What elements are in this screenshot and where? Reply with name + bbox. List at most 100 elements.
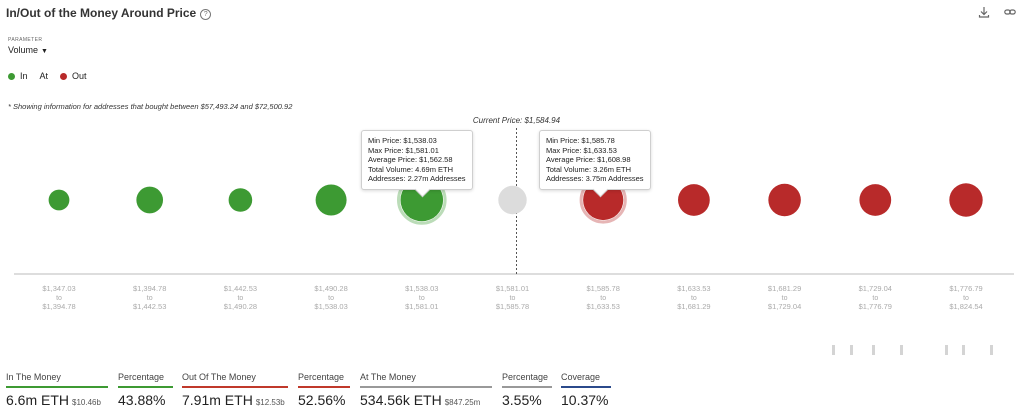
download-icon[interactable] (978, 6, 990, 18)
parameter-label: PARAMETER (8, 37, 43, 43)
stat-underline (182, 386, 288, 388)
tick-label-to: $1,581.01 (405, 302, 438, 311)
stat-value-usd: $12.53b (255, 398, 285, 407)
stat-value-main: 6.6m ETH (6, 392, 70, 408)
decor-mark (990, 345, 993, 355)
legend-label-in: In (20, 71, 28, 81)
tick-label-to: $1,585.78 (496, 302, 529, 311)
tick-label-to-word: to (600, 295, 606, 302)
legend-item-in[interactable]: In (8, 71, 28, 81)
stat-value-main: 7.91m ETH (182, 392, 253, 408)
tick-label-from: $1,729.04 (859, 284, 892, 293)
legend-dot-in (8, 72, 15, 80)
stat-underline (118, 386, 173, 388)
stat-label: Coverage (561, 372, 601, 382)
tick-label-from: $1,776.79 (949, 284, 982, 293)
decor-mark (872, 345, 875, 355)
tooltip-row: Min Price: $1,585.78 (546, 136, 615, 145)
stat-value: 534.56k ETH $847.25m (360, 392, 492, 408)
stat-label: In The Money (6, 372, 61, 382)
chevron-down-icon: ▼ (41, 48, 48, 55)
tick-label-from: $1,581.01 (496, 284, 529, 293)
tick-label-from: $1,538.03 (405, 284, 438, 293)
tick-label-to-word: to (56, 295, 62, 302)
bubble-in[interactable] (228, 188, 253, 212)
tick-label-to: $1,538.03 (314, 302, 347, 311)
tooltip-row: Total Volume: 4.69m ETH (368, 164, 454, 174)
legend-item-at[interactable]: At (40, 71, 49, 81)
legend-dot-out (60, 72, 68, 80)
tick-label-to-word: to (419, 295, 425, 302)
tick-label-to-word: to (782, 295, 788, 302)
bubble-out[interactable] (949, 183, 983, 217)
stat-label: Percentage (118, 372, 165, 382)
legend-label-out: Out (72, 71, 87, 81)
stat-underline (6, 386, 108, 388)
stat-value: 6.6m ETH $10.46b (6, 392, 108, 408)
bubble-in[interactable] (48, 189, 70, 211)
bubble-out[interactable] (859, 184, 892, 216)
stat-at-percentage: Percentage 3.55% (502, 372, 552, 408)
parameter-select[interactable]: Volume ▼ (8, 45, 48, 55)
link-icon[interactable] (1004, 6, 1016, 18)
tooltip-row: Min Price: $1,538.03 (368, 136, 437, 145)
tooltip-bin-in: Min Price: $1,538.03 Max Price: $1,581.0… (361, 130, 473, 190)
stat-value: 52.56% (298, 392, 346, 408)
bubble-out[interactable] (678, 184, 710, 216)
tick-label-to: $1,824.54 (949, 302, 982, 311)
tick-label-from: $1,585.78 (587, 284, 620, 293)
tooltip-row: Max Price: $1,633.53 (546, 145, 617, 155)
stat-underline (360, 386, 492, 388)
stat-underline (298, 386, 350, 388)
tick-label-to: $1,442.53 (133, 302, 166, 311)
tick-label-from: $1,490.28 (314, 284, 347, 293)
help-icon[interactable]: ? (200, 9, 212, 20)
bubble-at[interactable] (498, 185, 527, 215)
decor-mark (832, 345, 835, 355)
tick-label-to: $1,729.04 (768, 302, 801, 311)
stat-underline (561, 386, 611, 388)
stat-value-usd: $10.46b (72, 398, 101, 407)
stat-label: Out Of The Money (182, 372, 256, 382)
current-price-label: Current Price: $1,584.94 (473, 116, 561, 125)
tooltip-row: Total Volume: 3.26m ETH (546, 164, 632, 174)
stat-underline (502, 386, 552, 388)
stat-label: Percentage (298, 372, 345, 382)
tooltip-row: Addresses: 3.75m Addresses (546, 174, 644, 184)
stat-value-usd: $847.25m (444, 398, 481, 407)
tooltip-row: Average Price: $1,562.58 (368, 155, 453, 165)
tick-label-from: $1,394.78 (133, 284, 166, 293)
tooltip-bin-out: Min Price: $1,585.78 Max Price: $1,633.5… (539, 130, 651, 190)
stat-label: At The Money (360, 372, 416, 382)
tooltip-row: Max Price: $1,581.01 (368, 145, 439, 155)
tick-label-from: $1,633.53 (677, 284, 710, 293)
legend-item-out[interactable]: Out (60, 71, 87, 81)
chart-title-text: In/Out of the Money Around Price (6, 6, 197, 20)
tick-label-to-word: to (328, 295, 334, 302)
stat-in-percentage: Percentage 43.88% (118, 372, 173, 408)
bubble-out[interactable] (768, 183, 801, 217)
toolbar (978, 6, 1016, 18)
decor-mark (900, 345, 903, 355)
stat-at-the-money: At The Money 534.56k ETH $847.25m (360, 372, 492, 408)
range-note: * Showing information for addresses that… (8, 102, 293, 111)
legend-label-at: At (39, 71, 49, 81)
tick-label-from: $1,681.29 (768, 284, 801, 293)
stat-out-percentage: Percentage 52.56% (298, 372, 350, 408)
tick-label-to-word: to (237, 295, 243, 302)
tick-label-to: $1,776.79 (859, 302, 892, 311)
tick-label-from: $1,442.53 (224, 284, 257, 293)
parameter-value: Volume (8, 45, 39, 55)
tick-label-to-word: to (872, 295, 878, 302)
bubble-in[interactable] (136, 186, 164, 214)
stat-value: 7.91m ETH $12.53b (182, 392, 288, 408)
bubble-in[interactable] (315, 184, 347, 216)
stat-value: 3.55% (502, 392, 542, 408)
tick-label-to: $1,681.29 (677, 302, 710, 311)
tick-label-from: $1,347.03 (42, 284, 75, 293)
tick-label-to-word: to (963, 295, 969, 302)
tick-label-to: $1,490.28 (224, 302, 257, 311)
tick-label-to-word: to (691, 295, 697, 302)
decor-mark (962, 345, 965, 355)
decor-mark (850, 345, 853, 355)
